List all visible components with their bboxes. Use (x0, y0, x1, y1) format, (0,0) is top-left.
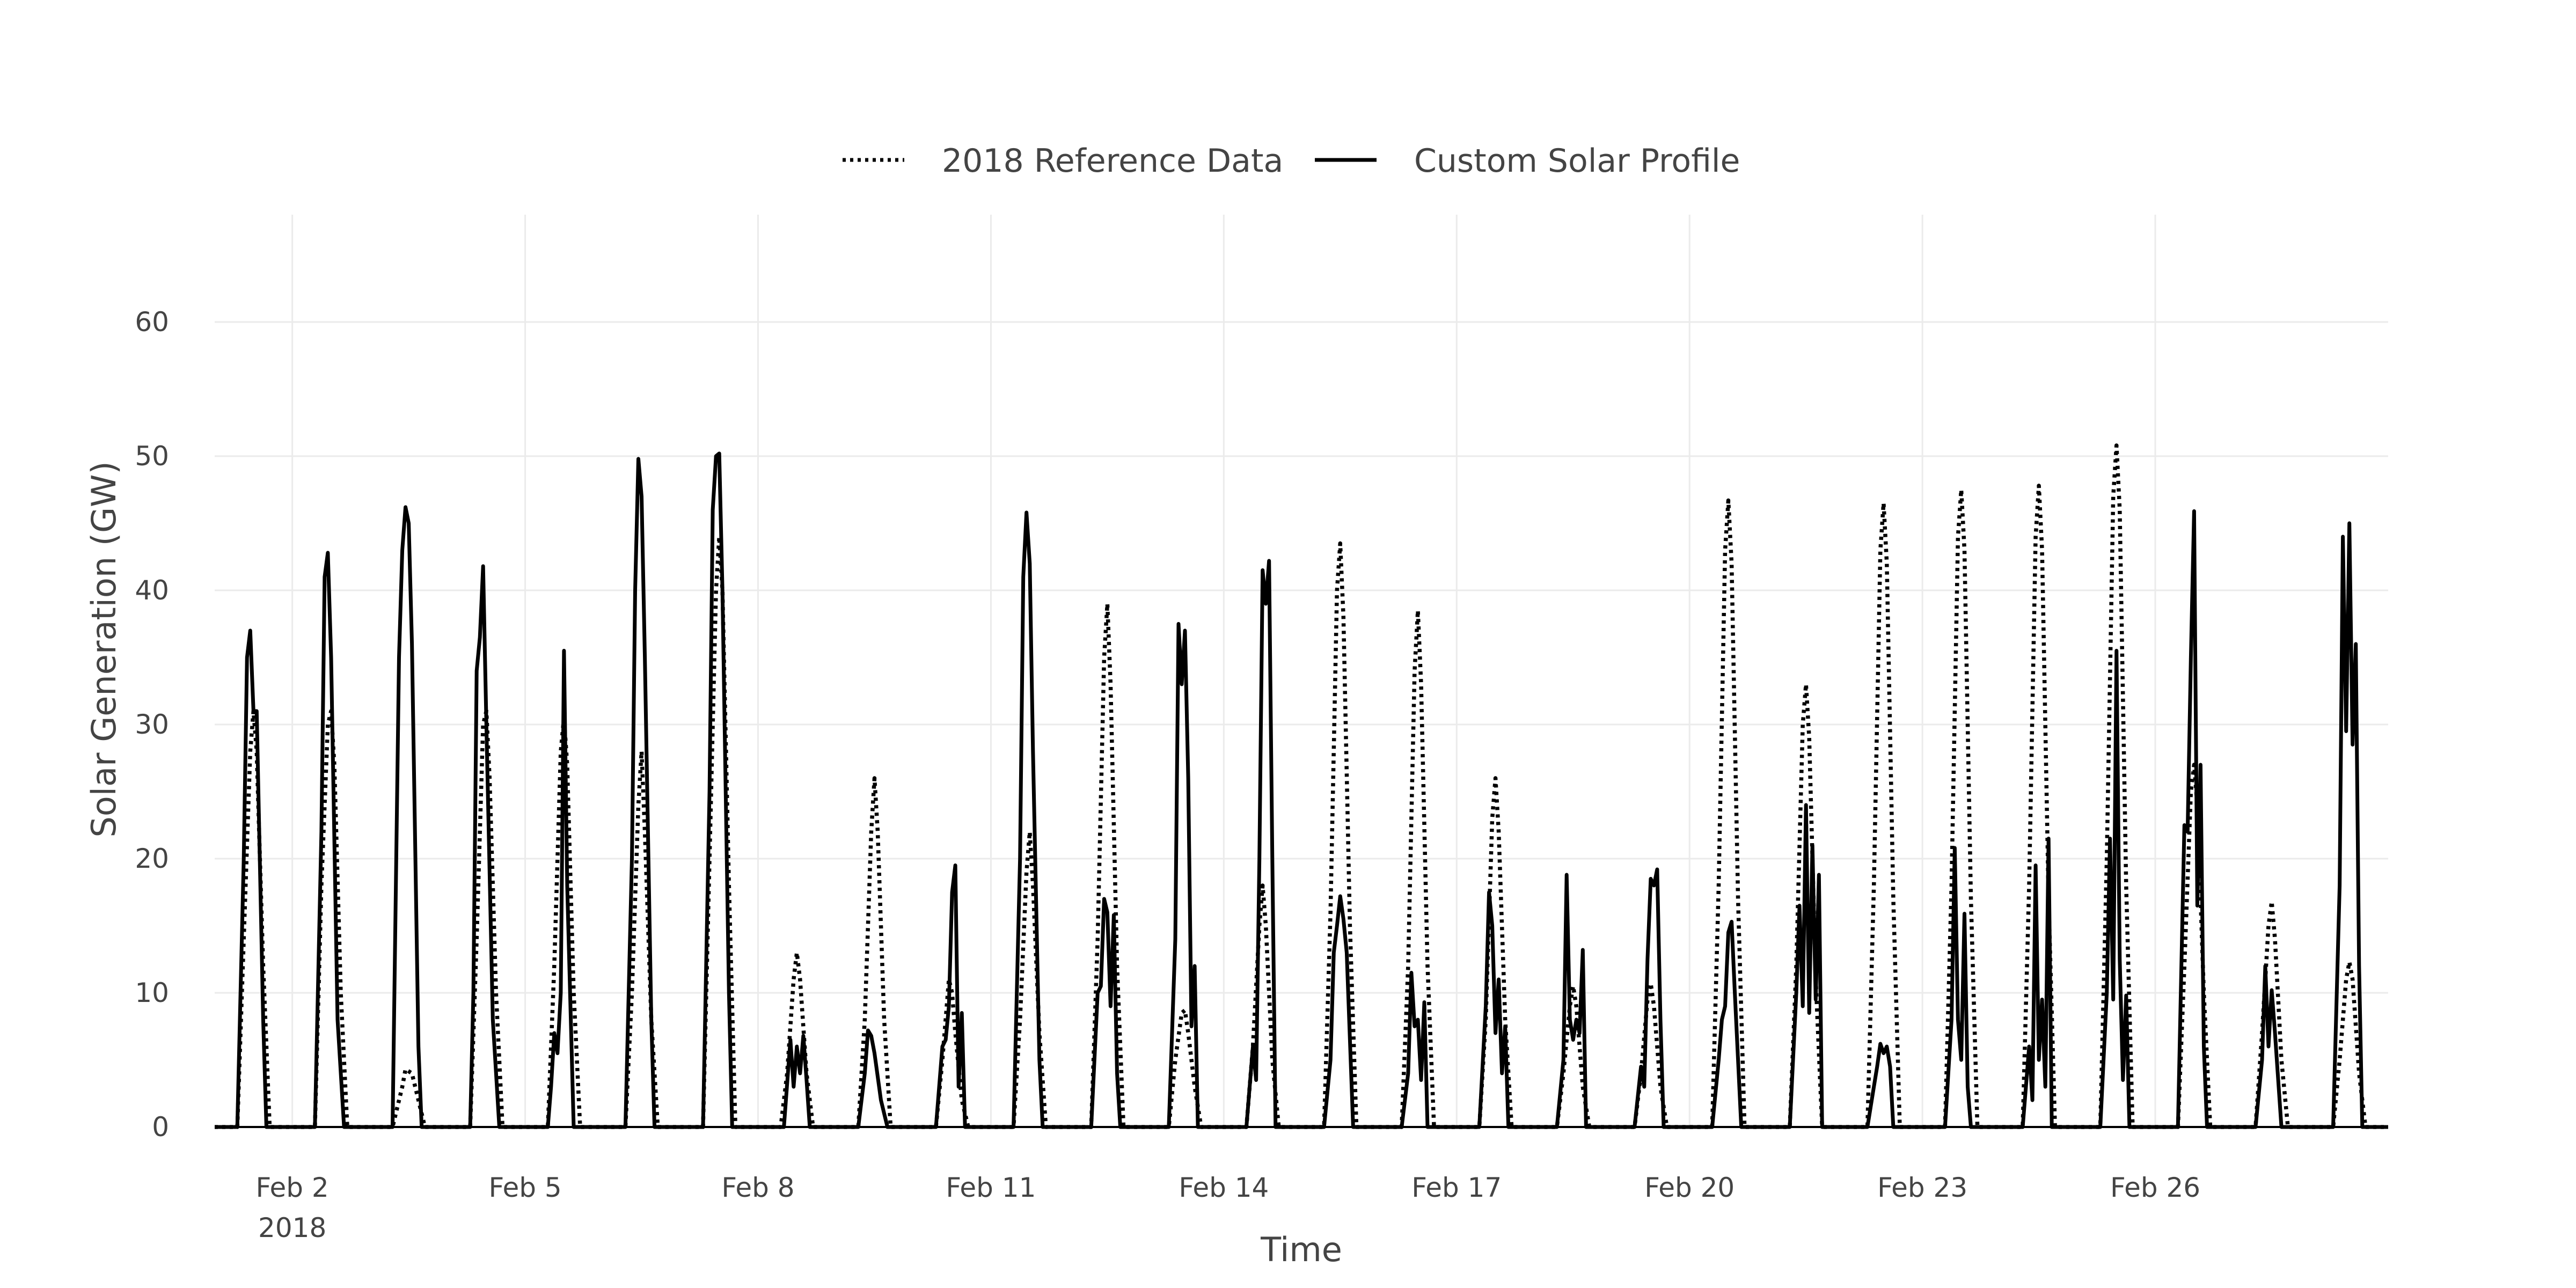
y-axis-title: Solar Generation (GW) (84, 461, 123, 837)
x-axis-title: Time (1260, 1230, 1342, 1269)
legend-label: 2018 Reference Data (942, 142, 1283, 180)
x-tick-label: Feb 8 (721, 1172, 794, 1203)
legend-item-custom[interactable]: Custom Solar Profile (1315, 142, 1740, 180)
x-tick-sublabel: 2018 (258, 1212, 326, 1243)
gridlines (215, 215, 2388, 1127)
y-tick-label: 40 (135, 575, 169, 606)
x-tick-label: Feb 5 (488, 1172, 561, 1203)
y-tick-label: 10 (135, 977, 169, 1008)
legend[interactable]: 2018 Reference Data Custom Solar Profile (843, 142, 1740, 180)
x-tick-label: Feb 17 (1411, 1172, 1502, 1203)
y-tick-label: 0 (152, 1111, 169, 1143)
x-tick-label: Feb 20 (1644, 1172, 1735, 1203)
axes: 0 10 20 30 40 50 60 Feb 2 2018 Feb 5 Feb 8 Feb 11 Fe… (135, 306, 2388, 1243)
y-tick-label: 30 (135, 709, 169, 740)
legend-item-reference[interactable]: 2018 Reference Data (843, 142, 1283, 180)
x-tick-label: Feb 23 (1877, 1172, 1967, 1203)
y-tick-label: 50 (135, 441, 169, 472)
x-tick-label: Feb 26 (2110, 1172, 2200, 1203)
y-tick-label: 20 (135, 843, 169, 874)
series-line-custom[interactable] (215, 451, 2388, 1129)
x-tick-label: Feb 2 (256, 1172, 329, 1203)
x-tick-label: Feb 11 (946, 1172, 1036, 1203)
series-lines (215, 443, 2388, 1129)
y-tick-label: 60 (135, 306, 169, 338)
legend-label: Custom Solar Profile (1414, 142, 1740, 180)
x-tick-label: Feb 14 (1179, 1172, 1269, 1203)
